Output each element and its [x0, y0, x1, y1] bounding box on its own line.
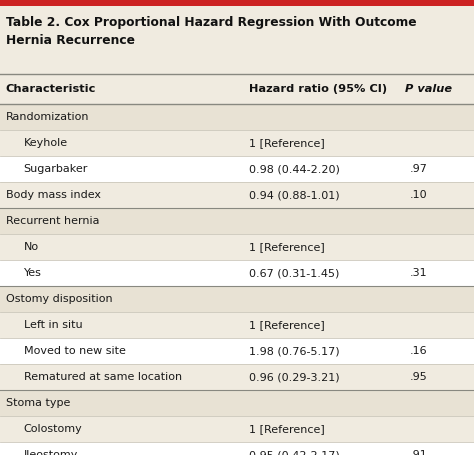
Text: .95: .95	[410, 372, 428, 382]
Text: Body mass index: Body mass index	[6, 190, 100, 200]
Bar	[0, 364, 474, 390]
Text: Sugarbaker: Sugarbaker	[24, 164, 88, 174]
Text: .97: .97	[410, 164, 428, 174]
Text: .10: .10	[410, 190, 428, 200]
Bar	[0, 390, 474, 416]
Text: No: No	[24, 242, 39, 252]
Text: Recurrent hernia: Recurrent hernia	[6, 216, 99, 226]
Bar	[0, 156, 474, 182]
Text: P value: P value	[405, 84, 452, 94]
Text: Randomization: Randomization	[6, 112, 89, 122]
Text: .16: .16	[410, 346, 428, 356]
Text: 0.67 (0.31-1.45): 0.67 (0.31-1.45)	[249, 268, 339, 278]
Bar	[0, 6, 474, 74]
Text: Yes: Yes	[24, 268, 42, 278]
Text: Colostomy: Colostomy	[24, 424, 82, 434]
Text: 1 [Reference]: 1 [Reference]	[249, 138, 325, 148]
Text: Characteristic: Characteristic	[6, 84, 96, 94]
Text: Ileostomy: Ileostomy	[24, 450, 78, 455]
Bar	[0, 416, 474, 442]
Bar	[0, 442, 474, 455]
Text: Table 2. Cox Proportional Hazard Regression With Outcome: Table 2. Cox Proportional Hazard Regress…	[6, 16, 416, 29]
Text: Stoma type: Stoma type	[6, 398, 70, 408]
Bar	[0, 130, 474, 156]
Bar	[0, 104, 474, 130]
Text: 1 [Reference]: 1 [Reference]	[249, 320, 325, 330]
Bar	[0, 286, 474, 312]
Bar	[0, 182, 474, 208]
Text: 1 [Reference]: 1 [Reference]	[249, 424, 325, 434]
Text: 0.94 (0.88-1.01): 0.94 (0.88-1.01)	[249, 190, 339, 200]
Text: 1.98 (0.76-5.17): 1.98 (0.76-5.17)	[249, 346, 339, 356]
Bar	[0, 260, 474, 286]
Bar	[0, 208, 474, 234]
Bar	[0, 234, 474, 260]
Text: Rematured at same location: Rematured at same location	[24, 372, 182, 382]
Text: .31: .31	[410, 268, 428, 278]
Bar	[0, 312, 474, 338]
Text: Keyhole: Keyhole	[24, 138, 68, 148]
Text: 0.96 (0.29-3.21): 0.96 (0.29-3.21)	[249, 372, 339, 382]
Text: Hernia Recurrence: Hernia Recurrence	[6, 34, 135, 47]
Text: 0.98 (0.44-2.20): 0.98 (0.44-2.20)	[249, 164, 340, 174]
Bar	[0, 338, 474, 364]
Text: 0.95 (0.42-2.17): 0.95 (0.42-2.17)	[249, 450, 339, 455]
Text: Ostomy disposition: Ostomy disposition	[6, 294, 112, 304]
Text: Moved to new site: Moved to new site	[24, 346, 126, 356]
Text: Hazard ratio (95% CI): Hazard ratio (95% CI)	[249, 84, 387, 94]
Bar	[0, 0, 474, 6]
Bar	[0, 74, 474, 104]
Text: 1 [Reference]: 1 [Reference]	[249, 242, 325, 252]
Text: Left in situ: Left in situ	[24, 320, 82, 330]
Text: .91: .91	[410, 450, 428, 455]
